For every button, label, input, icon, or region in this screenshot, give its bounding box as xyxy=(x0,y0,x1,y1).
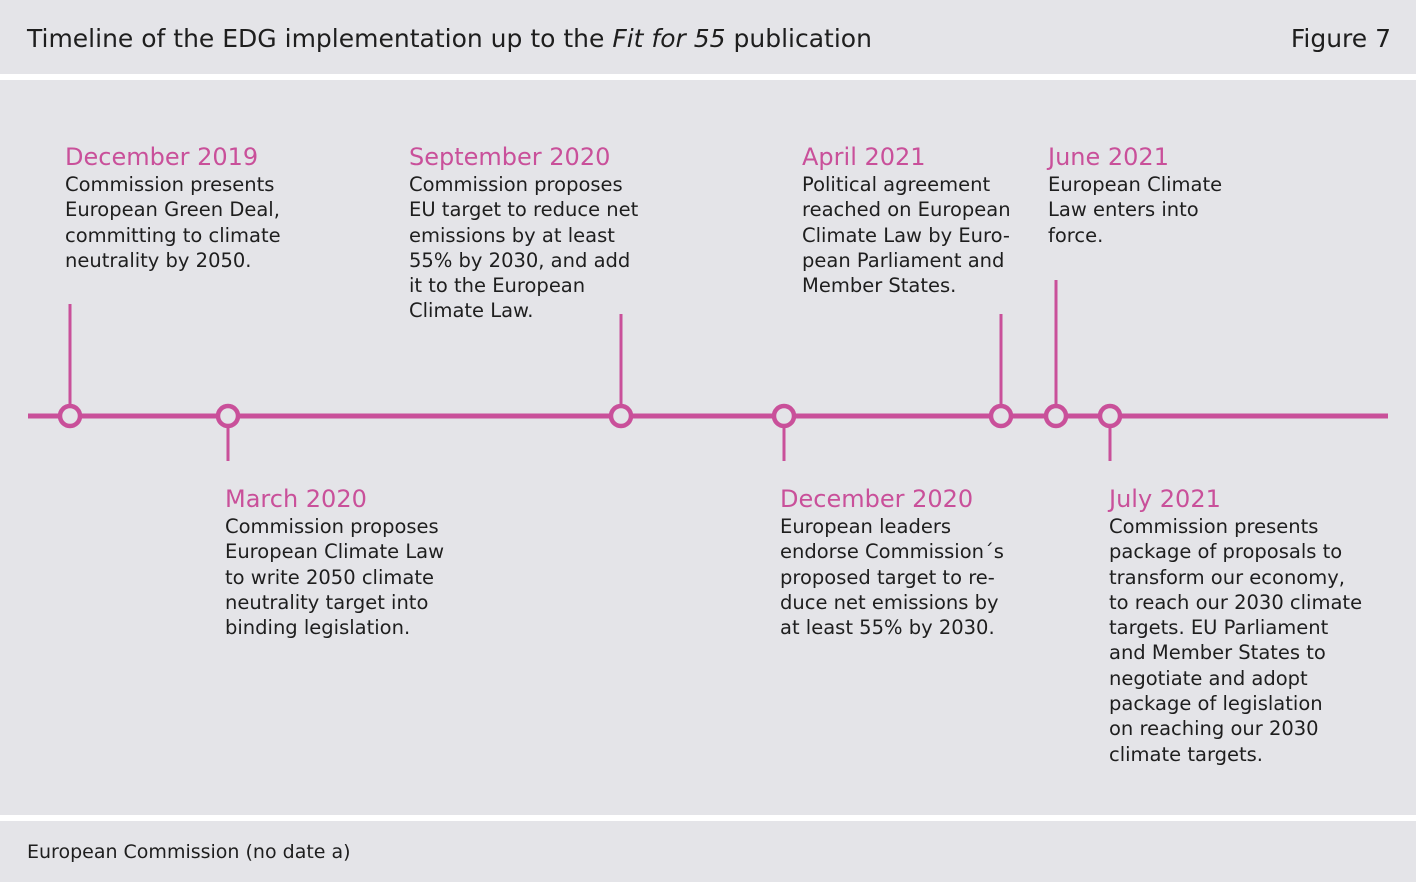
event-description: European Climate Law enters into force. xyxy=(1048,173,1223,247)
event-description: Commission presents European Green Deal,… xyxy=(65,173,281,272)
event-marker xyxy=(1097,403,1123,429)
figure-title: Timeline of the EDG implementation up to… xyxy=(27,22,872,56)
event-april-2021: April 2021 Political agreement reached o… xyxy=(802,142,1011,298)
event-marker xyxy=(771,403,797,429)
event-description: Commission presents package of proposals… xyxy=(1109,515,1363,766)
source-note: European Commission (no date a) xyxy=(27,841,351,863)
event-december-2019: December 2019 Commission presents Europe… xyxy=(65,142,281,273)
figure-footer: European Commission (no date a) xyxy=(0,821,1416,882)
event-date: June 2021 xyxy=(1048,143,1169,171)
timeline-panel: December 2019 Commission presents Europe… xyxy=(0,80,1416,815)
timeline-graphic xyxy=(28,280,1388,461)
event-date: April 2021 xyxy=(802,143,926,171)
event-description: European leaders endorse Commission´s pr… xyxy=(780,515,1004,640)
title-italic: Fit for 55 xyxy=(612,24,726,53)
event-march-2020: March 2020 Commission proposes European … xyxy=(225,484,444,640)
event-marker xyxy=(608,403,634,429)
event-marker xyxy=(57,403,83,429)
title-suffix: publication xyxy=(725,24,872,53)
event-description: Commission proposes European Climate Law… xyxy=(225,515,445,640)
event-date: December 2019 xyxy=(65,143,259,171)
figure-number: Figure 7 xyxy=(1290,24,1391,53)
event-date: July 2021 xyxy=(1109,485,1221,513)
event-marker xyxy=(988,403,1014,429)
title-prefix: Timeline of the EDG implementation up to… xyxy=(27,24,613,53)
event-marker xyxy=(1043,403,1069,429)
event-september-2020: September 2020 Commission proposes EU ta… xyxy=(409,142,638,324)
event-date: September 2020 xyxy=(409,143,611,171)
event-date: December 2020 xyxy=(780,485,974,513)
figure-header: Timeline of the EDG implementation up to… xyxy=(0,0,1416,74)
event-july-2021: July 2021 Commission presents package of… xyxy=(1109,484,1362,767)
event-description: Political agreement reached on European … xyxy=(802,173,1011,298)
event-december-2020: December 2020 European leaders endorse C… xyxy=(780,484,1004,640)
event-june-2021: June 2021 European Climate Law enters in… xyxy=(1048,142,1222,248)
event-date: March 2020 xyxy=(225,485,367,513)
event-marker xyxy=(215,403,241,429)
event-description: Commission proposes EU target to reduce … xyxy=(409,173,639,323)
